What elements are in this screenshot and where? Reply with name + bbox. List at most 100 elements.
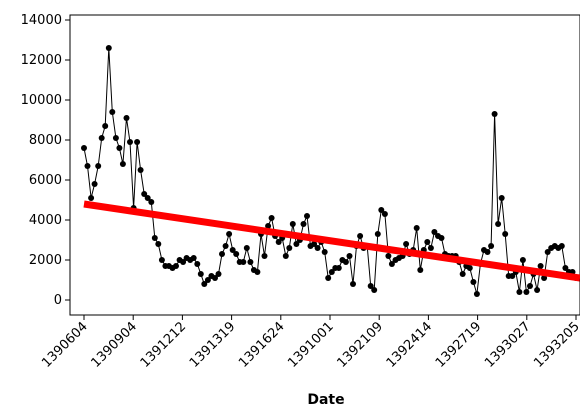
trend-line-segment bbox=[83, 200, 580, 282]
data-point bbox=[473, 291, 480, 297]
data-point bbox=[325, 275, 332, 281]
data-point bbox=[346, 253, 353, 259]
data-point bbox=[233, 251, 240, 257]
data-point bbox=[275, 239, 282, 245]
data-point bbox=[371, 287, 378, 293]
data-point bbox=[470, 279, 477, 285]
data-point bbox=[137, 167, 144, 173]
data-point bbox=[466, 265, 473, 271]
data-point bbox=[328, 269, 335, 275]
y-tick-label: 6000 bbox=[29, 173, 62, 188]
data-point bbox=[537, 263, 544, 269]
data-point bbox=[534, 287, 541, 293]
data-point bbox=[495, 221, 502, 227]
y-tick-label: 10000 bbox=[21, 93, 62, 108]
data-point bbox=[105, 45, 112, 51]
data-point bbox=[229, 247, 236, 253]
data-point bbox=[293, 241, 300, 247]
data-point bbox=[247, 259, 254, 265]
data-point bbox=[523, 289, 530, 295]
data-point bbox=[427, 245, 434, 251]
x-tick-label: 1390904 bbox=[88, 319, 140, 371]
x-tick-label: 1391624 bbox=[236, 319, 288, 371]
y-tick-label: 2000 bbox=[29, 253, 62, 268]
x-tick-label: 1393205 bbox=[531, 319, 580, 371]
data-point bbox=[413, 225, 420, 231]
data-point bbox=[374, 231, 381, 237]
data-point bbox=[438, 235, 445, 241]
x-tick-label: 1390604 bbox=[39, 319, 91, 371]
data-point bbox=[134, 139, 141, 145]
data-point bbox=[403, 241, 410, 247]
data-point bbox=[484, 249, 491, 255]
data-point bbox=[212, 275, 218, 281]
data-point bbox=[417, 267, 424, 273]
data-point bbox=[541, 275, 548, 281]
data-point bbox=[151, 235, 158, 241]
data-point bbox=[98, 135, 105, 141]
data-point bbox=[123, 115, 130, 121]
data-point bbox=[155, 241, 162, 247]
x-tick-label: 1391319 bbox=[187, 319, 239, 371]
data-point bbox=[491, 111, 498, 117]
y-tick-label: 12000 bbox=[21, 53, 62, 68]
data-point bbox=[180, 259, 187, 265]
data-point bbox=[311, 241, 318, 247]
data-point bbox=[219, 251, 225, 257]
data-point bbox=[88, 195, 95, 201]
data-point bbox=[95, 163, 102, 169]
x-tick-label: 1391212 bbox=[138, 319, 190, 371]
data-point bbox=[261, 253, 268, 259]
data-point bbox=[459, 271, 466, 277]
data-point bbox=[194, 261, 201, 267]
trend-line bbox=[83, 200, 580, 282]
data-point bbox=[265, 223, 272, 229]
data-point bbox=[112, 135, 119, 141]
data-point bbox=[197, 271, 204, 277]
y-tick-label: 0 bbox=[54, 293, 62, 308]
data-point bbox=[144, 195, 151, 201]
data-point bbox=[321, 249, 328, 255]
data-point bbox=[215, 271, 222, 277]
data-point bbox=[424, 239, 431, 245]
data-point bbox=[381, 211, 388, 217]
data-point bbox=[388, 261, 395, 267]
x-tick-label: 1392109 bbox=[334, 319, 386, 371]
data-point bbox=[268, 215, 275, 221]
data-point bbox=[519, 257, 526, 263]
data-point bbox=[141, 191, 148, 197]
x-tick-label: 1393027 bbox=[482, 319, 534, 371]
data-point bbox=[254, 269, 261, 275]
data-point bbox=[304, 213, 310, 219]
y-tick-label: 4000 bbox=[29, 213, 62, 228]
data-point bbox=[282, 253, 289, 259]
data-point bbox=[240, 259, 247, 265]
data-point bbox=[357, 233, 364, 239]
data-point bbox=[509, 273, 516, 279]
data-point bbox=[84, 163, 91, 169]
y-tick-label: 14000 bbox=[21, 13, 62, 28]
data-point bbox=[544, 249, 551, 255]
data-point bbox=[102, 123, 109, 129]
x-tick-label: 1392719 bbox=[433, 319, 485, 371]
data-point bbox=[558, 243, 565, 249]
data-point bbox=[190, 255, 197, 261]
x-tick-label: 1391001 bbox=[285, 319, 337, 371]
data-point bbox=[350, 281, 356, 287]
data-point bbox=[222, 243, 229, 249]
data-point bbox=[109, 109, 116, 115]
data-point bbox=[498, 195, 505, 201]
data-point bbox=[289, 221, 296, 227]
data-point bbox=[91, 181, 98, 187]
data-point bbox=[335, 265, 342, 271]
data-point bbox=[431, 229, 438, 235]
y-axis: 0 2000 4000 6000 8000 10000 12000 14000 bbox=[21, 13, 70, 308]
data-point bbox=[378, 207, 385, 213]
data-point bbox=[81, 145, 87, 151]
data-point bbox=[201, 281, 208, 287]
data-point bbox=[226, 231, 233, 237]
data-point bbox=[116, 145, 123, 151]
data-point bbox=[286, 245, 293, 251]
data-point bbox=[314, 245, 321, 251]
data-point bbox=[342, 259, 349, 265]
